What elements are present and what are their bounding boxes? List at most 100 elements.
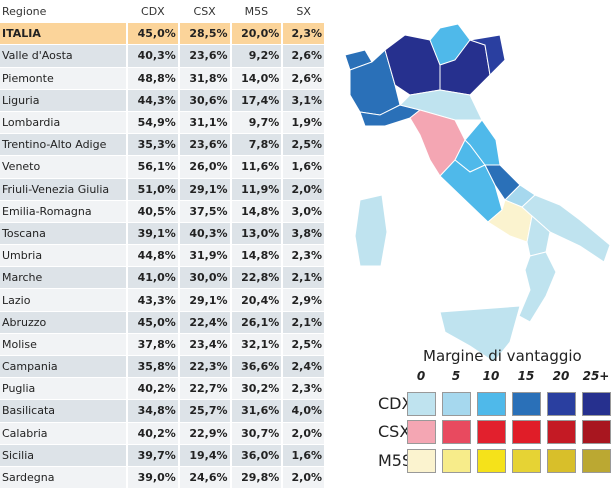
legend-threshold: 10	[482, 369, 500, 383]
table-cell: 32,1%	[231, 333, 282, 355]
table-cell: 37,8%	[128, 333, 178, 355]
legend-series-label: CDX	[378, 394, 413, 413]
table-cell: 34,8%	[128, 400, 178, 422]
table-cell: 2,0%	[283, 178, 324, 200]
table-row: Veneto 56,1% 26,0% 11,6% 1,6%	[0, 156, 324, 178]
table-row: Sicilia 39,7% 19,4% 36,0% 1,6%	[0, 444, 324, 466]
legend-swatch	[547, 392, 576, 416]
table-cell: 2,9%	[283, 289, 324, 311]
region-name: Valle d'Aosta	[0, 45, 126, 67]
table-cell: 29,1%	[179, 289, 230, 311]
table-cell: 22,8%	[231, 267, 282, 289]
table-cell: 39,7%	[128, 444, 178, 466]
column-header: M5S	[244, 5, 269, 19]
table-cell: 2,5%	[283, 333, 324, 355]
table-cell: 22,4%	[179, 311, 230, 333]
table-cell: 29,1%	[179, 178, 230, 200]
column-header: SX	[296, 5, 311, 19]
legend-swatch	[512, 449, 541, 473]
legend-swatch	[547, 449, 576, 473]
legend-series-label: CSX	[378, 422, 411, 441]
region-name: Liguria	[0, 89, 126, 111]
legend-swatch	[582, 449, 611, 473]
legend-swatch	[477, 420, 506, 444]
table-cell: 35,8%	[128, 356, 178, 378]
table-row: Umbria 44,8% 31,9% 14,8% 2,3%	[0, 245, 324, 267]
table-cell: 11,6%	[231, 156, 282, 178]
region-name: Campania	[0, 356, 126, 378]
legend-swatch	[442, 449, 471, 473]
legend-swatch	[582, 420, 611, 444]
table-cell: 45,0%	[128, 311, 178, 333]
table-row: Lombardia 54,9% 31,1% 9,7% 1,9%	[0, 111, 324, 134]
map-region	[518, 251, 557, 323]
table-cell: 2,6%	[283, 67, 324, 89]
table-row: Valle d'Aosta 40,3% 23,6% 9,2% 2,6%	[0, 45, 324, 67]
table-cell: 23,4%	[179, 333, 230, 355]
table-cell: 17,4%	[231, 89, 282, 111]
table-cell: 9,7%	[231, 111, 282, 134]
column-header: CDX	[141, 5, 165, 19]
table-cell: 2,4%	[283, 356, 324, 378]
legend-swatch	[407, 420, 436, 444]
table-cell: 20,4%	[231, 289, 282, 311]
legend-swatch	[442, 420, 471, 444]
legend-threshold: 20	[552, 369, 570, 383]
table-cell: 45,0%	[128, 23, 178, 45]
region-name: Toscana	[0, 222, 126, 245]
table-cell: 28,5%	[179, 23, 230, 45]
table-cell: 25,7%	[179, 400, 230, 422]
table-cell: 26,0%	[179, 156, 230, 178]
table-cell: 3,0%	[283, 200, 324, 222]
table-cell: 40,3%	[179, 222, 230, 245]
table-row: Basilicata 34,8% 25,7% 31,6% 4,0%	[0, 400, 324, 422]
legend-swatch	[442, 392, 471, 416]
table-cell: 19,4%	[179, 444, 230, 466]
table-cell: 54,9%	[128, 111, 178, 134]
legend-swatch	[477, 392, 506, 416]
table-cell: 22,3%	[179, 356, 230, 378]
table-row: Toscana 39,1% 40,3% 13,0% 3,8%	[0, 222, 324, 245]
table-cell: 41,0%	[128, 267, 178, 289]
column-header: CSX	[193, 5, 216, 19]
legend-threshold: 5	[451, 369, 461, 383]
table-cell: 40,5%	[128, 200, 178, 222]
table-cell: 31,8%	[179, 67, 230, 89]
legend-threshold: 0	[416, 369, 426, 383]
table-cell: 26,1%	[231, 311, 282, 333]
table-cell: 3,1%	[283, 89, 324, 111]
table-cell: 30,0%	[179, 267, 230, 289]
region-name: Piemonte	[0, 67, 126, 89]
table-cell: 35,3%	[128, 134, 178, 156]
table-cell: 14,0%	[231, 67, 282, 89]
table-cell: 44,3%	[128, 89, 178, 111]
table-cell: 29,8%	[231, 466, 282, 489]
table-cell: 1,9%	[283, 111, 324, 134]
table-row: Calabria 40,2% 22,9% 30,7% 2,0%	[0, 422, 324, 444]
region-name: Sicilia	[0, 444, 126, 466]
table-cell: 30,6%	[179, 89, 230, 111]
region-name: Calabria	[0, 422, 126, 444]
region-name: Trentino-Alto Adige	[0, 134, 126, 156]
legend-threshold: 25+	[582, 369, 610, 383]
table-cell: 56,1%	[128, 156, 178, 178]
region-name: Abruzzo	[0, 311, 126, 333]
table-cell: 39,0%	[128, 466, 178, 489]
table-row: Marche 41,0% 30,0% 22,8% 2,1%	[0, 267, 324, 289]
results-table: Regione CDX CSX M5S SX ITALIA 45,0% 28,5% 20,0%…	[0, 5, 324, 489]
table-row: Abruzzo 45,0% 22,4% 26,1% 2,1%	[0, 311, 324, 333]
map-region	[354, 194, 388, 267]
table-row: Emilia-Romagna 40,5% 37,5% 14,8% 3,0%	[0, 200, 324, 222]
column-header: Regione	[2, 5, 47, 19]
table-cell: 43,3%	[128, 289, 178, 311]
region-name: Veneto	[0, 156, 126, 178]
table-cell: 2,1%	[283, 311, 324, 333]
table-row: ITALIA 45,0% 28,5% 20,0% 2,3%	[0, 23, 324, 45]
table-cell: 1,6%	[283, 156, 324, 178]
table-cell: 39,1%	[128, 222, 178, 245]
table-cell: 23,6%	[179, 45, 230, 67]
table-row: Molise 37,8% 23,4% 32,1% 2,5%	[0, 333, 324, 355]
region-name: Molise	[0, 333, 126, 355]
table-cell: 48,8%	[128, 67, 178, 89]
